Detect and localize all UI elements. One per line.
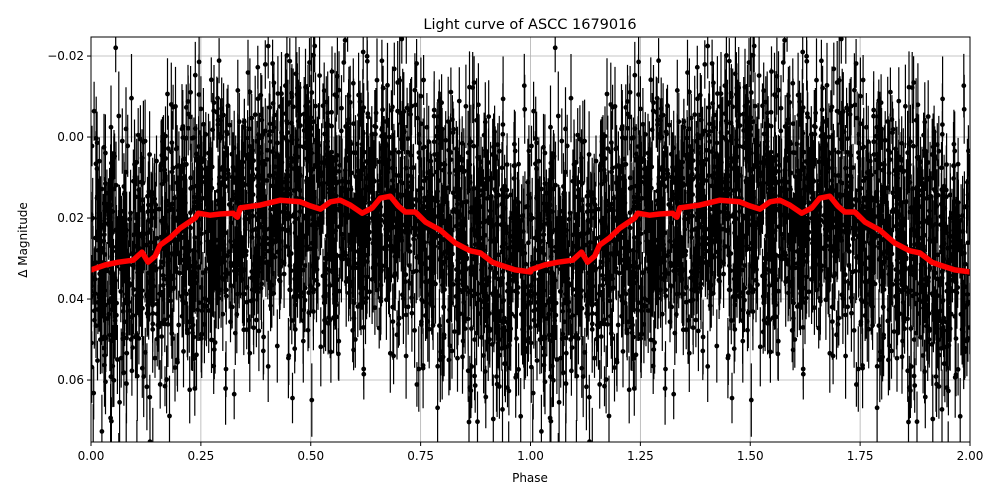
y-axis-ticks: −0.02 0.00 0.02 0.04 0.06: [47, 49, 91, 387]
y-tick-label: 0.06: [57, 373, 84, 387]
x-tick-label: 1.75: [847, 449, 874, 463]
data-points: [91, 37, 970, 442]
point-markers: [91, 37, 970, 442]
x-tick-label: 2.00: [957, 449, 984, 463]
binned-curve: [91, 193, 970, 275]
x-tick-label: 0.00: [78, 449, 105, 463]
x-tick-label: 0.75: [407, 449, 434, 463]
x-tick-label: 0.50: [297, 449, 324, 463]
x-tick-label: 1.50: [737, 449, 764, 463]
y-tick-label: −0.02: [47, 49, 84, 63]
y-axis-label: Δ Magnitude: [16, 202, 30, 278]
y-tick-label: 0.00: [57, 130, 84, 144]
x-tick-label: 1.00: [517, 449, 544, 463]
y-tick-label: 0.02: [57, 211, 84, 225]
chart-title: Light curve of ASCC 1679016: [423, 17, 636, 33]
x-axis-ticks: 0.00 0.25 0.50 0.75 1.00 1.25 1.50 1.75 2.00: [78, 442, 984, 463]
x-tick-label: 1.25: [627, 449, 654, 463]
observation-points: [91, 37, 970, 442]
x-axis-label: Phase: [512, 471, 548, 485]
y-tick-label: 0.04: [57, 292, 84, 306]
x-tick-label: 0.25: [188, 449, 215, 463]
binned-curve-line: [91, 193, 970, 275]
